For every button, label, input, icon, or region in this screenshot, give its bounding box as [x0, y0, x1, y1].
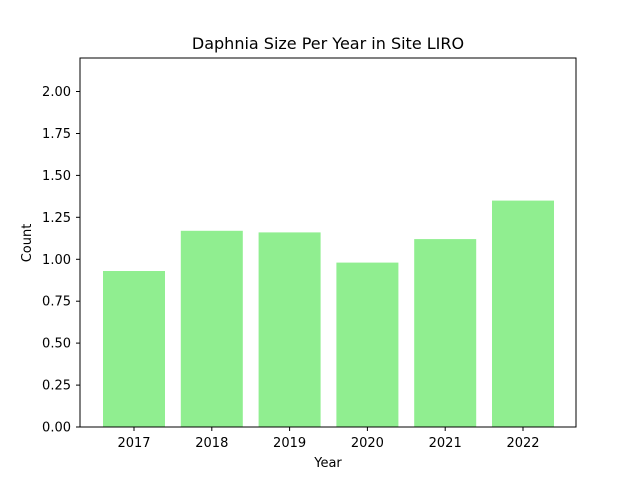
bar-2020	[336, 262, 399, 427]
bar-2021	[414, 239, 477, 427]
plot-frame	[79, 57, 577, 428]
y-axis-ticks: 0.00 0.25 0.50 0.75 1.00 1.25 1.50 1.75 2.00	[42, 85, 80, 436]
bars-group	[103, 200, 554, 427]
y-tick-label: 0.00	[42, 421, 71, 436]
x-tick-label: 2018	[195, 436, 228, 451]
x-tick-label: 2019	[273, 436, 306, 451]
y-tick-label: 0.25	[42, 379, 71, 394]
x-tick-label: 2017	[117, 436, 150, 451]
y-tick-label: 1.50	[42, 169, 71, 184]
y-tick-label: 0.75	[42, 295, 71, 310]
y-tick-label: 1.75	[42, 127, 71, 142]
y-tick-label: 0.50	[42, 337, 71, 352]
x-axis-label: Year	[313, 456, 342, 471]
bar-2018	[180, 230, 243, 427]
bar-2022	[492, 200, 554, 427]
x-tick-label: 2020	[351, 436, 384, 451]
bar-2019	[258, 232, 321, 427]
x-axis-ticks: 2017 2018 2019 2020 2021 2022	[117, 427, 540, 451]
y-tick-label: 1.25	[42, 211, 71, 226]
x-tick-label: 2022	[506, 436, 539, 451]
y-tick-label: 1.00	[42, 253, 71, 268]
x-tick-label: 2021	[429, 436, 462, 451]
y-tick-label: 2.00	[42, 85, 71, 100]
bar-2017	[103, 271, 165, 427]
y-axis-label: Count	[20, 224, 35, 263]
chart-title: Daphnia Size Per Year in Site LIRO	[192, 34, 464, 53]
